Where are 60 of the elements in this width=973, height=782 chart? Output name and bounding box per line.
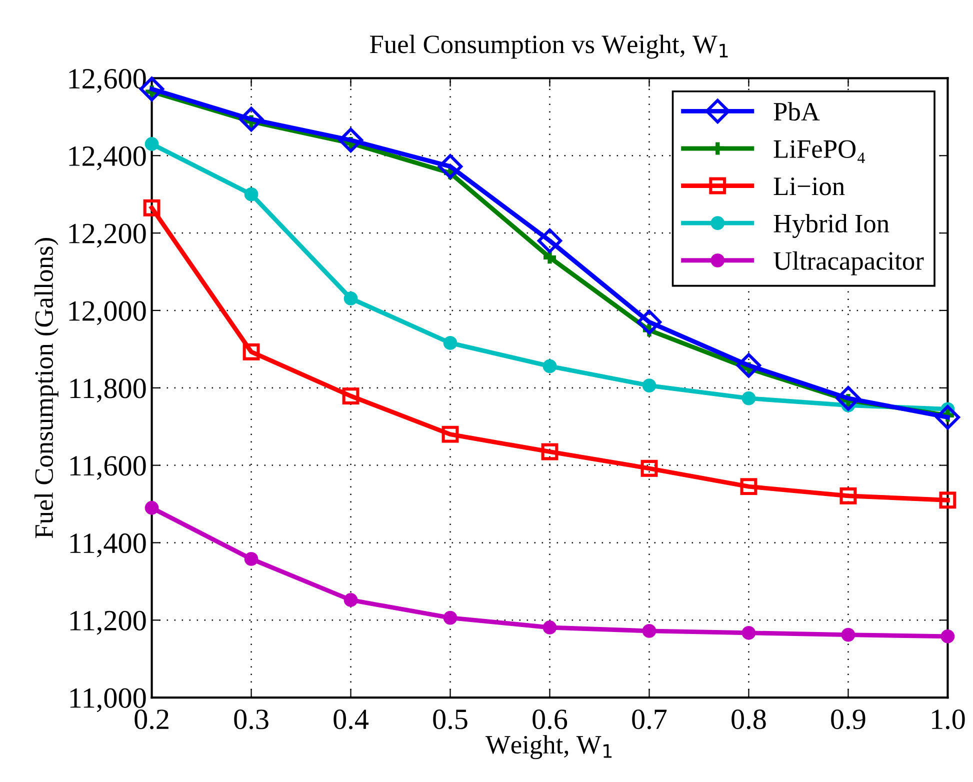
point [840, 487, 857, 504]
y-tick-label: 12,400 [69, 146, 146, 170]
point [542, 620, 557, 634]
x-tick-label: 0.7 [632, 710, 667, 730]
y-tick-label: 11,800 [70, 378, 146, 402]
point [541, 443, 558, 460]
point [438, 154, 463, 179]
point [144, 137, 159, 151]
point [244, 187, 258, 202]
point [344, 593, 358, 607]
x-tick-label: 0.5 [433, 710, 468, 730]
point [443, 610, 458, 625]
legend-label: Ultracapacitor [774, 251, 924, 276]
y-tick-label: 11,200 [70, 610, 146, 635]
chart-title: Fuel Consumption vs Weight, W$_{1}$ [370, 34, 728, 59]
y-tick-label: 11,400 [70, 533, 146, 558]
point [143, 199, 160, 216]
point [939, 492, 956, 509]
x-tick-label: 0.2 [134, 710, 168, 730]
point [736, 353, 762, 378]
point [342, 388, 360, 404]
y-tick-label: 12,000 [69, 301, 146, 326]
y-tick-label: 11,600 [70, 456, 146, 480]
point [244, 552, 258, 566]
point [642, 378, 656, 392]
point [144, 500, 159, 515]
point [443, 336, 458, 350]
y-tick-label: 12,200 [69, 224, 146, 248]
y-tick-label: 12,600 [69, 68, 146, 93]
point [338, 128, 364, 152]
point [836, 386, 861, 411]
point [935, 404, 960, 430]
y-axis-title: Fuel Consumption (Gallons) [34, 238, 58, 538]
point [742, 626, 756, 640]
point [940, 629, 955, 644]
point [642, 624, 656, 638]
point [636, 310, 662, 334]
legend-label: Hybrid Ion [774, 214, 890, 238]
point [543, 251, 556, 264]
legend-label: Li−ion [774, 178, 845, 196]
point [542, 359, 557, 374]
x-tick-label: 0.3 [234, 710, 268, 730]
legend-label: PbA [774, 102, 820, 121]
x-tick-label: 0.8 [732, 710, 766, 730]
point [537, 228, 562, 254]
x-tick-label: 0.4 [334, 710, 369, 730]
legend-label: LiFePO₄ [774, 140, 865, 164]
point [442, 426, 459, 443]
point [344, 292, 358, 306]
x-axis-title: Weight, W$_{1}$ [486, 735, 612, 760]
y-tick-label: 11,000 [70, 688, 146, 712]
point [742, 391, 756, 406]
point [238, 106, 264, 132]
point [242, 343, 260, 360]
point [841, 628, 856, 642]
x-tick-label: 0.9 [831, 710, 866, 730]
x-tick-label: 1.0 [932, 710, 965, 730]
x-tick-label: 0.6 [532, 710, 568, 730]
point [640, 460, 658, 477]
point [740, 478, 758, 496]
